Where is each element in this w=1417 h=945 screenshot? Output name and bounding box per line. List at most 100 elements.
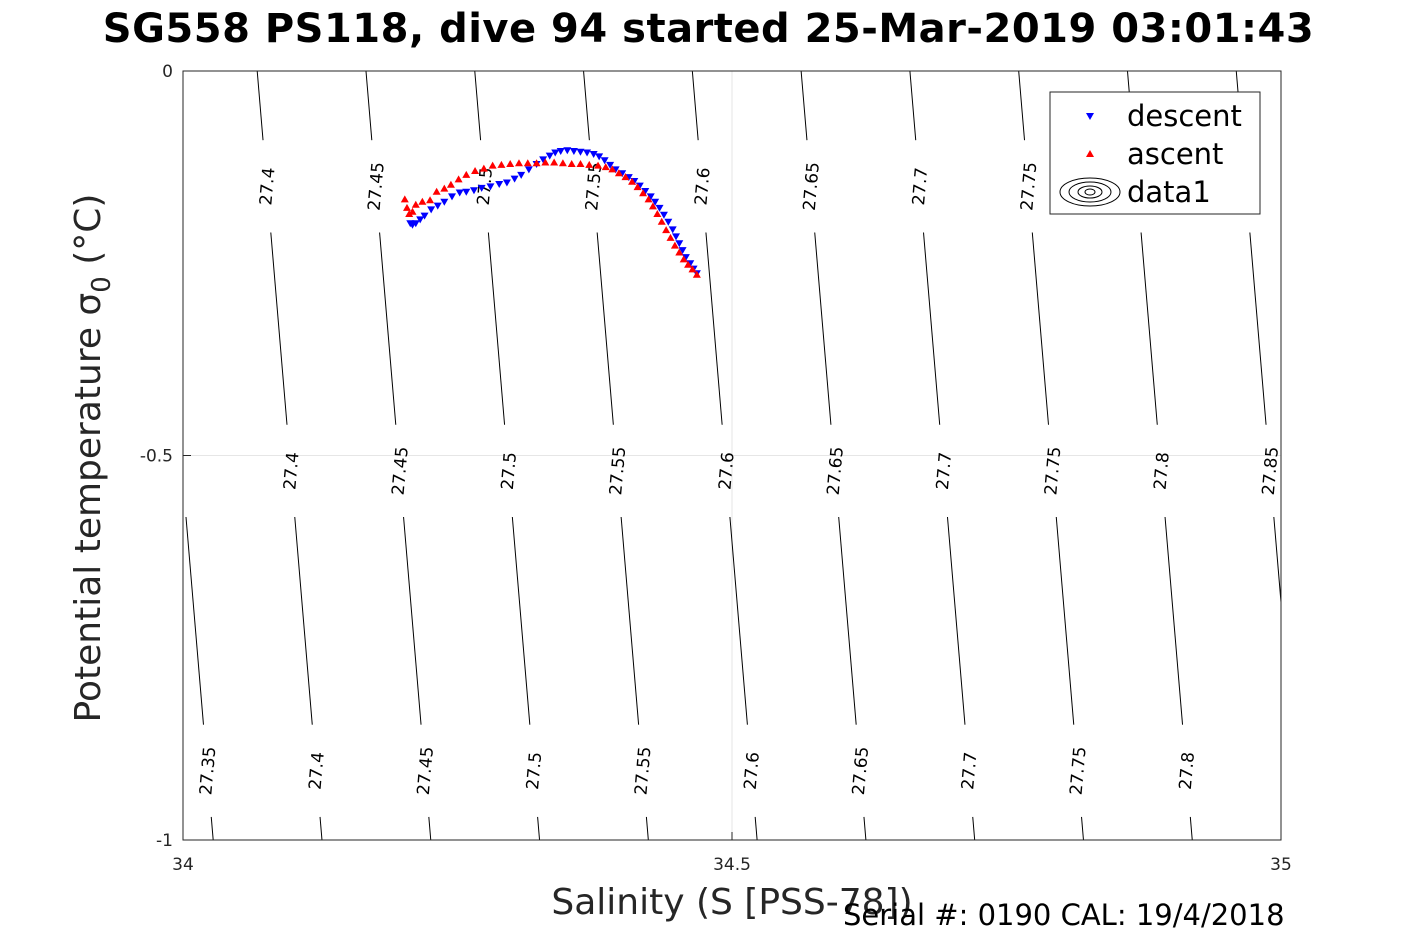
descent-point <box>469 187 478 195</box>
ascent-point <box>614 169 623 177</box>
contour-line <box>814 232 832 425</box>
descent-point <box>551 149 560 157</box>
ascent-point <box>471 166 480 174</box>
descent-point <box>589 151 598 159</box>
ascent-point <box>621 173 630 181</box>
contour-line <box>1031 232 1049 425</box>
y-tick-label: -1 <box>156 831 173 851</box>
ascent-point <box>644 195 653 203</box>
contour-line <box>511 516 531 725</box>
legend[interactable]: descent ascent data1 <box>1049 91 1261 215</box>
contour-line <box>1164 516 1184 725</box>
contour-line <box>428 816 432 840</box>
legend-contour-marker <box>1059 177 1121 207</box>
descent-point <box>455 189 464 197</box>
serial-calibration-note: Serial #: 0190 CAL: 19/4/2018 <box>843 898 1285 932</box>
contour-lines <box>162 71 1400 840</box>
contour-line <box>537 816 541 840</box>
descent-point <box>440 198 449 206</box>
descent-point <box>659 211 668 219</box>
contour-line <box>583 71 590 141</box>
contour-line <box>863 816 867 840</box>
contour-label: 27.4 <box>256 167 279 206</box>
descent-point <box>420 212 429 220</box>
contour-label: 27.75 <box>1067 746 1091 796</box>
ascent-point <box>666 233 675 241</box>
descent-point <box>675 240 684 248</box>
legend-entry-label: descent <box>1127 99 1242 133</box>
descent-point <box>416 216 425 224</box>
legend-contour-marker <box>1068 181 1112 203</box>
contour-line <box>972 816 976 840</box>
ascent-point <box>462 170 471 178</box>
contour-line <box>210 816 214 840</box>
descent-point <box>462 188 471 196</box>
contour-line <box>162 232 178 424</box>
contour-line <box>691 71 699 141</box>
y-tick-label: -0.5 <box>140 447 173 467</box>
ascent-point <box>684 260 693 268</box>
contour-line <box>705 232 723 425</box>
ascent-point <box>657 217 666 225</box>
legend-ascent-marker <box>1086 150 1094 157</box>
ascent-point <box>402 203 411 211</box>
descent-point <box>433 202 442 210</box>
descent-point <box>517 171 526 179</box>
contour-label: 27.75 <box>1017 161 1041 211</box>
ascent-point <box>488 161 497 169</box>
contour-label: 27.65 <box>800 161 824 211</box>
ascent-point <box>692 270 701 278</box>
contour-line <box>645 816 649 840</box>
legend-contour-marker <box>1084 188 1096 196</box>
contour-line <box>185 516 204 725</box>
contour-line <box>403 516 422 725</box>
contour-line <box>800 71 808 141</box>
ascent-point <box>679 255 688 263</box>
contour-line <box>365 71 373 141</box>
ascent-point <box>541 158 550 166</box>
ascent-point <box>662 226 671 234</box>
descent-point <box>672 233 681 241</box>
ascent-point <box>440 184 449 192</box>
descent-point <box>448 193 457 201</box>
ascent-point <box>601 163 610 171</box>
ascent-series <box>400 158 701 278</box>
ascent-point <box>418 197 427 205</box>
descent-point <box>427 206 436 214</box>
contour-label: 27.45 <box>414 746 438 796</box>
y-axis-label: Potential temperature σ0 (°C) <box>68 194 117 723</box>
descent-point <box>502 179 511 187</box>
contour-line <box>1140 232 1158 425</box>
contour-label: 27.4 <box>280 451 303 490</box>
data-series <box>400 147 701 278</box>
ascent-point <box>585 160 594 168</box>
contour-label: 27.65 <box>824 446 848 496</box>
legend-entry-label: data1 <box>1127 175 1211 209</box>
contour-line <box>1055 516 1075 725</box>
ascent-point <box>653 210 662 218</box>
legend-entry-label: ascent <box>1127 137 1223 171</box>
descent-point <box>595 153 604 161</box>
contour-line <box>1383 517 1400 725</box>
ascent-point <box>400 195 409 203</box>
contour-label: 27.75 <box>1041 446 1065 496</box>
contour-line <box>1345 71 1351 140</box>
contour-line <box>474 71 482 141</box>
ascent-point <box>675 248 684 256</box>
ascent-point <box>408 207 417 215</box>
descent-point <box>668 226 677 234</box>
contour-label: 27.5 <box>474 167 497 206</box>
ascent-point <box>688 265 697 273</box>
ascent-point <box>426 196 435 204</box>
descent-point <box>539 156 548 164</box>
descent-point <box>583 149 592 157</box>
descent-point <box>524 166 533 174</box>
contour-line <box>1249 232 1267 425</box>
x-tick-label: 34.5 <box>713 855 751 875</box>
ascent-point <box>648 202 657 210</box>
ascent-point <box>497 160 506 168</box>
descent-point <box>411 220 420 228</box>
descent-point <box>651 198 660 206</box>
contour-line <box>729 516 748 725</box>
legend-descent-marker <box>1086 113 1094 120</box>
